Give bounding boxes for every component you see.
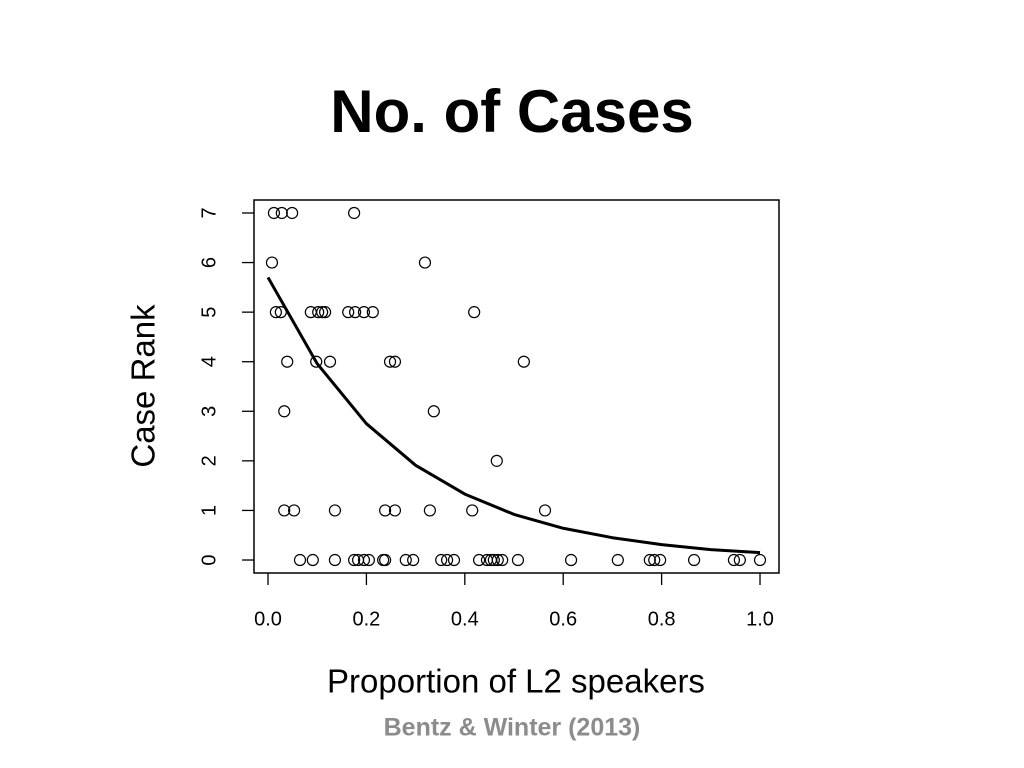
point [278, 405, 291, 418]
point [328, 504, 342, 517]
point [407, 553, 420, 567]
x-tick-label: 0.2 [353, 608, 381, 630]
point [487, 553, 500, 567]
point [275, 206, 288, 220]
point [733, 553, 746, 567]
point [643, 553, 656, 567]
point [318, 306, 332, 319]
point [648, 553, 661, 567]
point [468, 306, 481, 319]
slide-title: No. of Cases [330, 78, 693, 145]
point [287, 504, 301, 517]
point [564, 553, 578, 567]
caption: Bentz & Winter (2013) [384, 714, 641, 742]
y-tick-label: 6 [198, 257, 220, 268]
point [281, 355, 294, 368]
point [447, 553, 461, 567]
point [687, 553, 701, 567]
point [286, 206, 299, 220]
point [366, 306, 379, 319]
point [278, 504, 291, 517]
point [466, 504, 479, 517]
point [538, 504, 552, 517]
point [379, 553, 392, 567]
x-tick-label: 1.0 [746, 608, 774, 630]
y-tick-label: 1 [198, 505, 220, 516]
y-tick-label: 5 [198, 307, 220, 318]
point [293, 553, 307, 567]
x-tick-label: 0.4 [451, 608, 479, 630]
y-tick-label: 4 [198, 356, 220, 367]
y-tick-label: 7 [198, 207, 220, 218]
point [323, 355, 337, 368]
point [399, 553, 412, 567]
point [348, 553, 361, 567]
y-tick-label: 3 [198, 406, 220, 417]
point [383, 355, 397, 368]
point [269, 306, 282, 319]
point [511, 553, 525, 567]
point [328, 553, 342, 567]
point [379, 504, 392, 517]
y-axis-label: Case Rank [125, 304, 162, 468]
point [423, 504, 436, 517]
point [357, 306, 371, 319]
point [388, 355, 402, 368]
point [753, 553, 767, 567]
point [348, 206, 361, 220]
point [435, 553, 448, 567]
point [472, 553, 486, 567]
point [312, 306, 325, 319]
point [418, 256, 432, 269]
point [306, 553, 319, 567]
point [517, 355, 530, 368]
fit-curve [266, 276, 761, 555]
plot-frame [253, 199, 780, 574]
point [490, 454, 503, 467]
point [388, 504, 402, 517]
x-tick-label: 0.8 [648, 608, 676, 630]
x-axis-label: Proportion of L2 speakers [327, 663, 705, 700]
point [727, 553, 741, 567]
point [265, 256, 279, 269]
point [491, 553, 504, 567]
point [654, 553, 667, 567]
point [441, 553, 454, 567]
x-tick-label: 0.6 [549, 608, 577, 630]
point [362, 553, 375, 567]
point [349, 306, 362, 319]
point [342, 306, 355, 319]
point [357, 553, 371, 567]
point [496, 553, 509, 567]
point [267, 206, 281, 220]
y-tick-label: 0 [198, 554, 220, 565]
point [310, 355, 323, 368]
point [427, 405, 440, 418]
point [316, 306, 329, 319]
point [611, 553, 624, 567]
y-tick-label: 2 [198, 455, 220, 466]
x-tick-label: 0.0 [254, 608, 282, 630]
